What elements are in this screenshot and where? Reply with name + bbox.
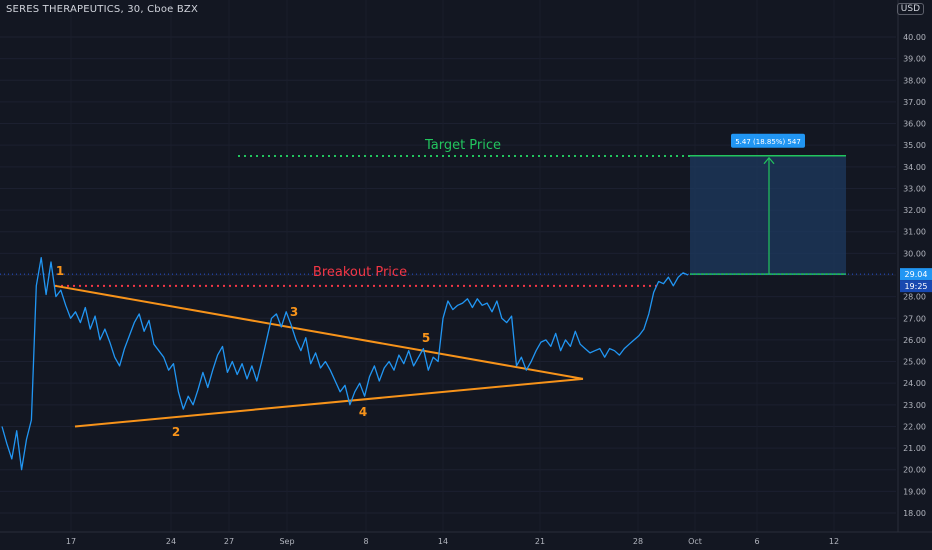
time-tick-label: 17 xyxy=(66,537,76,546)
price-tick-label: 38.00 xyxy=(903,76,926,85)
projection-label: 5.47 (18.85%) 547 xyxy=(735,138,801,146)
time-tick-label: Oct xyxy=(688,537,702,546)
price-axis[interactable]: 18.00 19.00 20.00 21.00 22.00 23.00 24.00 25.00… xyxy=(897,0,932,532)
price-tick-label: 26.00 xyxy=(903,336,926,345)
price-tick-label: 39.00 xyxy=(903,55,926,64)
levels: Breakout Price Target Price xyxy=(0,138,896,287)
time-tick-label: 28 xyxy=(633,537,643,546)
symbol-title: SERES THERAPEUTICS, 30, Cboe BZX xyxy=(6,4,199,15)
currency-button[interactable]: USD xyxy=(896,3,924,15)
triangle-pattern[interactable] xyxy=(54,284,584,428)
price-tick-label: 35.00 xyxy=(903,141,926,150)
projection-area[interactable] xyxy=(690,155,846,275)
price-tick-label: 22.00 xyxy=(903,422,926,431)
price-tick-label: 32.00 xyxy=(903,206,926,215)
price-tick-label: 34.00 xyxy=(903,163,926,172)
price-tick-label: 19.00 xyxy=(903,487,926,496)
breakout-label: Breakout Price xyxy=(313,265,407,280)
time-tick-label: 14 xyxy=(438,537,448,546)
wave-label-5: 5 xyxy=(422,331,430,345)
projection-label-box xyxy=(731,133,805,148)
wave-labels: 1 2 3 4 5 xyxy=(56,264,430,439)
price-tick-label: 31.00 xyxy=(903,228,926,237)
triangle-upper-line[interactable] xyxy=(54,284,584,380)
time-tick-label: 21 xyxy=(535,537,545,546)
target-label: Target Price xyxy=(424,138,501,153)
time-tick-label: 6 xyxy=(754,537,759,546)
countdown-value: 19:25 xyxy=(904,282,927,291)
price-tick-label: 24.00 xyxy=(903,379,926,388)
price-tick-label: 33.00 xyxy=(903,184,926,193)
current-price-tag[interactable] xyxy=(900,268,932,281)
wave-label-2: 2 xyxy=(172,425,180,439)
wave-label-3: 3 xyxy=(290,305,298,319)
projection-arrow-head xyxy=(763,156,775,165)
price-tick-label: 21.00 xyxy=(903,444,926,453)
projection-box[interactable]: 5.47 (18.85%) 547 xyxy=(690,133,846,275)
triangle-lower-line[interactable] xyxy=(74,377,584,428)
time-tick-label: 27 xyxy=(224,537,234,546)
price-tick-label: 37.00 xyxy=(903,98,926,107)
time-axis[interactable]: 17 24 27 Sep 8 14 21 28 Oct 6 12 xyxy=(0,531,932,546)
time-tick-label: 12 xyxy=(829,537,839,546)
price-tick-label: 25.00 xyxy=(903,358,926,367)
wave-label-4: 4 xyxy=(359,405,367,419)
time-tick-label: Sep xyxy=(279,537,294,546)
time-tick-label: 8 xyxy=(363,537,368,546)
countdown-tag xyxy=(900,280,932,293)
price-tick-label: 40.00 xyxy=(903,33,926,42)
price-tick-label: 30.00 xyxy=(903,249,926,258)
price-series xyxy=(1,257,689,471)
price-tick-label: 18.00 xyxy=(903,509,926,518)
price-tick-label: 28.00 xyxy=(903,293,926,302)
current-price-value: 29.04 xyxy=(905,270,928,279)
price-tick-label: 27.00 xyxy=(903,314,926,323)
price-tick-label: 23.00 xyxy=(903,401,926,410)
price-tick-label: 36.00 xyxy=(903,120,926,129)
price-line xyxy=(1,257,689,471)
wave-label-1: 1 xyxy=(56,264,64,278)
time-tick-label: 24 xyxy=(166,537,176,546)
price-tick-label: 20.00 xyxy=(903,466,926,475)
